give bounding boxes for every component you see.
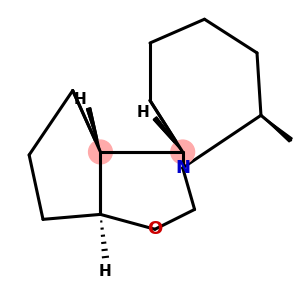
Polygon shape bbox=[261, 115, 292, 142]
Polygon shape bbox=[87, 108, 100, 152]
Text: H: H bbox=[99, 264, 112, 279]
Polygon shape bbox=[153, 117, 183, 152]
Circle shape bbox=[171, 140, 195, 164]
Text: H: H bbox=[73, 92, 86, 107]
Polygon shape bbox=[153, 117, 183, 152]
Text: O: O bbox=[147, 220, 163, 238]
Polygon shape bbox=[87, 108, 100, 152]
Circle shape bbox=[88, 140, 112, 164]
Text: H: H bbox=[137, 105, 149, 120]
Text: N: N bbox=[175, 159, 190, 177]
